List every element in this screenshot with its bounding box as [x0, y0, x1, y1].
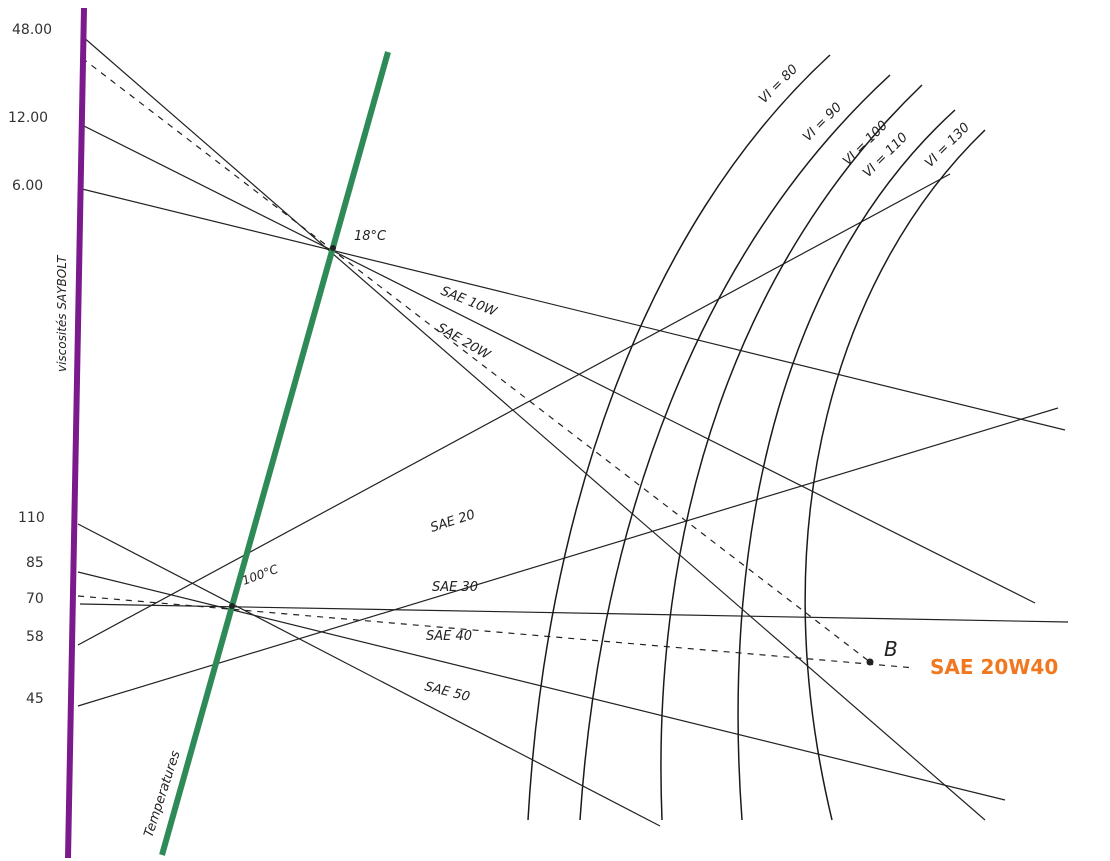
vi-80-label: VI = 80 [756, 62, 801, 107]
tick-58: 58 [26, 629, 44, 645]
pivot-100c [229, 603, 235, 609]
tick-12: 12.00 [8, 110, 48, 126]
line-6-through-18c [77, 187, 1066, 431]
point-b-label: B [884, 637, 898, 661]
viscosity-axis [65, 7, 87, 859]
sae-grade-labels: SAE 10W SAE 20W SAE 20 SAE 30 SAE 40 SAE… [423, 284, 500, 705]
line-12-through-18c [81, 124, 1036, 604]
sae-20w40-annotation: SAE 20W40 [930, 655, 1058, 679]
vi-130-curve [804, 129, 986, 821]
vi-110-curve [737, 109, 956, 821]
grade-sae-20: SAE 20 [429, 507, 477, 535]
vi-90-curve [579, 74, 891, 821]
tick-110: 110 [18, 510, 45, 526]
point-b-marker [866, 658, 874, 666]
hot-temperature-lines [77, 173, 1069, 827]
cold-temperature-lines [77, 35, 1066, 821]
vi-labels: VI = 80 VI = 90 VI = 100 VI = 110 VI = 1… [756, 62, 973, 181]
vi-curves [527, 54, 986, 821]
line-110-through-100c [77, 523, 661, 827]
viscosity-axis-label: viscosités SAYBOLT [55, 254, 69, 372]
vi-130-label: VI = 130 [922, 120, 973, 171]
grade-sae-30: SAE 30 [432, 580, 478, 595]
viscosity-ticks: 48.00 12.00 6.00 110 85 70 58 45 [8, 22, 52, 707]
grade-sae-50: SAE 50 [423, 679, 471, 705]
dashed-line-20w40 [81, 57, 871, 663]
temperature-axis [159, 51, 391, 856]
tick-70: 70 [26, 591, 44, 607]
line-45-through-100c [77, 407, 1059, 707]
line-70-through-100c [79, 603, 1069, 623]
tick-85: 85 [26, 555, 44, 571]
vi-90-label: VI = 90 [800, 100, 845, 145]
tick-45: 45 [26, 691, 44, 707]
line-48-through-18c [81, 35, 986, 821]
dashed-line-20w40-hot [77, 595, 916, 669]
pivot-18c [330, 245, 336, 251]
vi-80-curve [527, 54, 831, 821]
vi-100-curve [660, 84, 923, 821]
tick-48: 48.00 [12, 22, 52, 38]
line-58-through-100c [77, 173, 951, 646]
temp-18c-label: 18°C [354, 229, 387, 244]
tick-6: 6.00 [12, 178, 43, 194]
grade-sae-40: SAE 40 [426, 629, 472, 644]
